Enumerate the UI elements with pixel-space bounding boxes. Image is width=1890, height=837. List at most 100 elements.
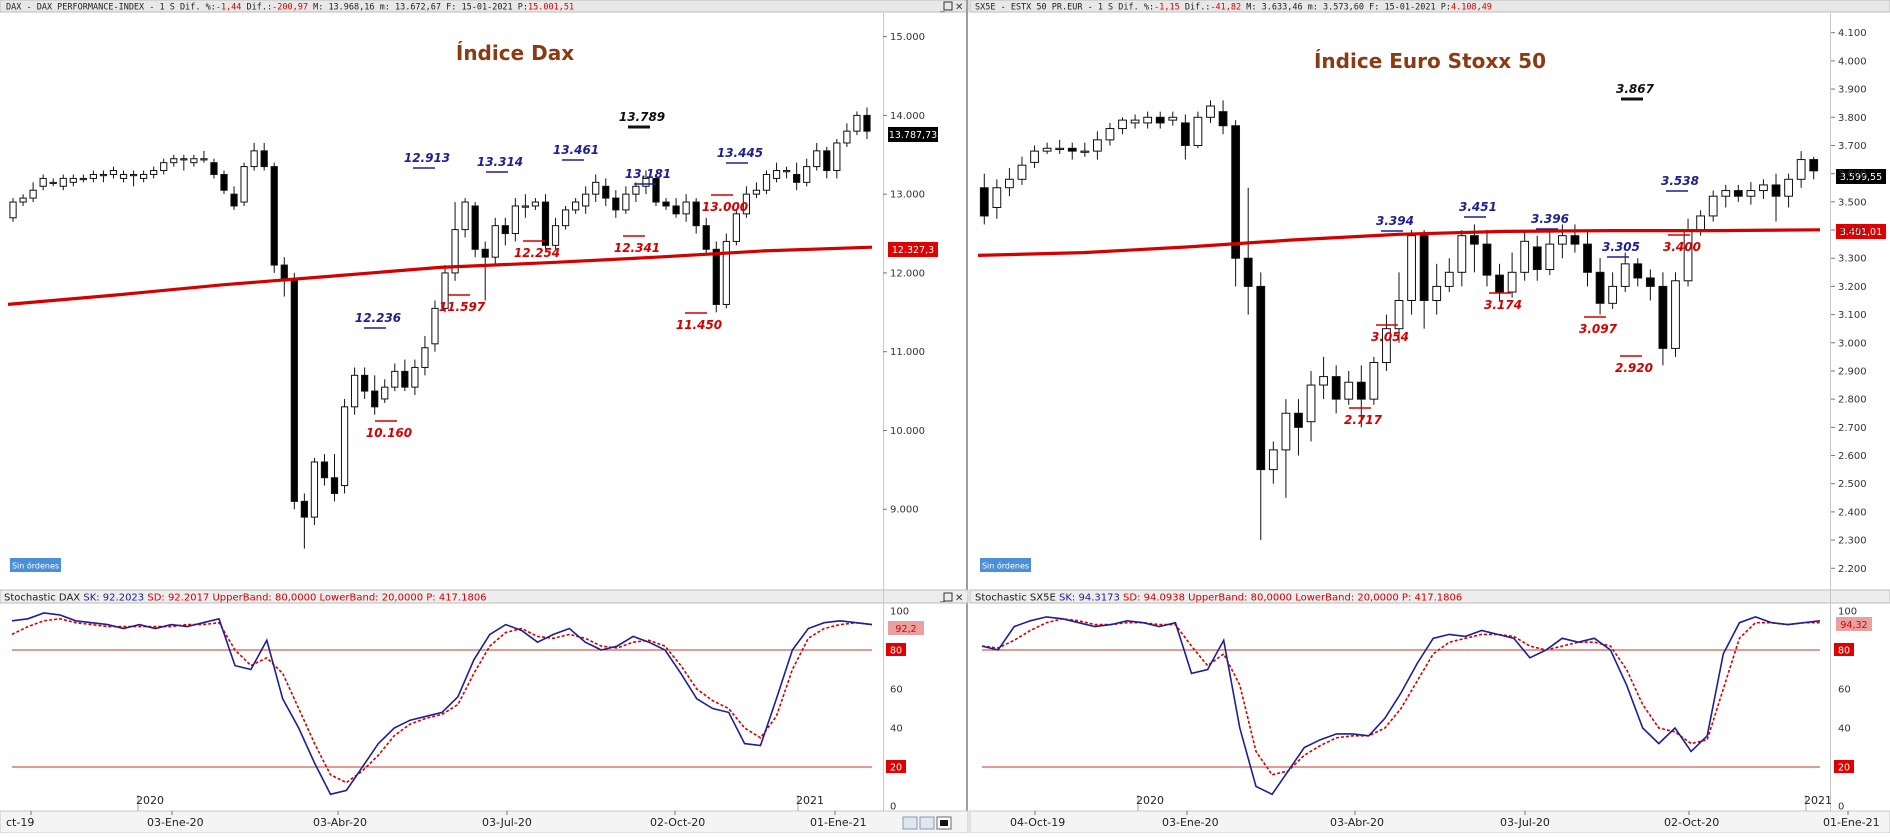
candle-up bbox=[1796, 159, 1806, 180]
dax-zoom-button[interactable] bbox=[902, 816, 918, 830]
level-annotation: 3.451 bbox=[1459, 200, 1497, 214]
candle-up bbox=[1319, 376, 1328, 386]
candle-down bbox=[652, 177, 660, 203]
y-axis-tick-label: 9.000 bbox=[890, 505, 919, 516]
sx5e-orders-badge[interactable] bbox=[980, 558, 1031, 572]
stoch-band-label: 20 bbox=[890, 763, 902, 774]
candle-up bbox=[772, 170, 781, 179]
candle-up bbox=[551, 225, 560, 246]
candle-down bbox=[1570, 235, 1580, 245]
candles-group bbox=[9, 107, 871, 549]
year-label: 2020 bbox=[1136, 794, 1164, 807]
sx5e-last-price-label: 3.599,55 bbox=[1840, 172, 1882, 183]
candle-up bbox=[1708, 195, 1718, 217]
candle-up bbox=[89, 173, 98, 179]
candle-up bbox=[992, 187, 1002, 208]
level-annotation: 13.445 bbox=[717, 146, 763, 160]
stoch-sd-line bbox=[11, 617, 873, 784]
y-axis-tick-label: 10.000 bbox=[890, 426, 925, 437]
level-annotation: 13.181 bbox=[625, 167, 671, 181]
level-annotation: 11.597 bbox=[439, 300, 486, 314]
y-axis-tick-label: 15.000 bbox=[890, 32, 925, 43]
dax-last-price-label: 13.787,73 bbox=[889, 130, 937, 141]
dax-stoch-close-icon[interactable]: ✕ bbox=[955, 593, 963, 604]
y-axis-tick-label: 11.000 bbox=[890, 347, 925, 358]
candle-up bbox=[119, 173, 128, 179]
candle-up bbox=[632, 185, 640, 195]
dax-minimize-icon[interactable]: _ bbox=[939, 3, 945, 13]
dax-ma-price-label: 12.327,3 bbox=[892, 245, 934, 256]
sx5e-time-axis bbox=[969, 810, 1890, 834]
candle-up bbox=[1281, 412, 1291, 451]
candle-up bbox=[1306, 384, 1316, 423]
candle-up bbox=[441, 272, 449, 309]
candle-up bbox=[531, 201, 540, 207]
level-annotation: 12.341 bbox=[614, 241, 660, 255]
y-axis-tick-label: 3.400 bbox=[1838, 226, 1867, 237]
dax-stoch-maximize-icon[interactable] bbox=[943, 592, 953, 602]
candle-up bbox=[762, 173, 771, 191]
candle-up bbox=[752, 189, 761, 195]
candle-up bbox=[572, 201, 580, 211]
sx5e-stoch-value-label: 94,32 bbox=[1840, 620, 1867, 631]
candle-down bbox=[270, 166, 278, 266]
x-axis-tick-label: 02-Oct-20 bbox=[1664, 816, 1719, 829]
level-annotation: 2.717 bbox=[1344, 413, 1383, 427]
y-axis-tick-label: 2.800 bbox=[1838, 395, 1867, 406]
candle-up bbox=[1721, 190, 1731, 197]
stoch-band-box bbox=[1834, 643, 1854, 656]
y-axis-tick-label: 3.600 bbox=[1838, 169, 1867, 180]
sx5e-stoch-value-box bbox=[1836, 617, 1872, 631]
candle-down bbox=[1583, 243, 1592, 273]
candle-up bbox=[1042, 147, 1052, 152]
dax-orders-label: Sin órdenes bbox=[12, 561, 59, 571]
candle-up bbox=[782, 170, 791, 173]
y-axis-tick-label: 3.200 bbox=[1838, 282, 1867, 293]
stoch-y-tick-label: 60 bbox=[1838, 685, 1851, 696]
candle-up bbox=[340, 406, 349, 487]
candle-up bbox=[170, 158, 178, 164]
dax-header-text: DAX - DAX PERFORMANCE-INDEX - 1 S Dif. %… bbox=[6, 3, 574, 13]
chart-marks: 15.000 14.000 13.000 12.000 11.000 10.000 9.00… bbox=[6, 28, 1880, 829]
candle-up bbox=[1545, 243, 1555, 270]
candle-down bbox=[1633, 263, 1643, 279]
candle-up bbox=[1118, 119, 1127, 130]
year-label: 2021 bbox=[1804, 794, 1832, 807]
candles-group bbox=[979, 100, 1819, 541]
candle-up bbox=[9, 201, 17, 219]
sx5e-last-price-box bbox=[1836, 169, 1886, 184]
candle-down bbox=[979, 187, 989, 217]
y-axis-tick-label: 2.300 bbox=[1838, 536, 1867, 547]
candle-down bbox=[662, 201, 670, 207]
candle-down bbox=[692, 201, 700, 227]
candle-up bbox=[561, 209, 570, 227]
dax-maximize-icon[interactable] bbox=[943, 1, 953, 11]
level-annotation: 13.461 bbox=[553, 143, 599, 157]
level-annotation: 3.396 bbox=[1531, 212, 1569, 226]
candle-down bbox=[1243, 257, 1253, 287]
candle-down bbox=[863, 114, 871, 132]
dax-close-icon[interactable]: ✕ bbox=[955, 2, 963, 13]
candle-up bbox=[350, 374, 359, 408]
sx5e-price-header-bar bbox=[969, 0, 1890, 13]
dax-stoch-header-bar bbox=[0, 589, 969, 604]
candle-up bbox=[250, 150, 258, 168]
candle-up bbox=[1746, 190, 1756, 197]
candle-up bbox=[1382, 328, 1391, 364]
candle-down bbox=[541, 201, 550, 246]
candle-up bbox=[853, 114, 861, 132]
dax-stoch-minimize-icon[interactable]: _ bbox=[939, 593, 945, 603]
y-axis-tick-label: 3.300 bbox=[1838, 254, 1867, 265]
candle-up bbox=[1608, 285, 1618, 304]
candle-down bbox=[1733, 190, 1743, 197]
dax-orders-badge[interactable] bbox=[10, 558, 61, 572]
level-annotation: 3.538 bbox=[1661, 174, 1699, 188]
dax-save-button[interactable] bbox=[919, 816, 935, 830]
level-annotation: 3.867 bbox=[1616, 82, 1655, 96]
level-annotation: 13.789 bbox=[619, 110, 665, 124]
level-annotation: 12.236 bbox=[355, 311, 401, 325]
level-annotation: 12.254 bbox=[514, 246, 560, 260]
dax-panel: DAX - DAX PERFORMANCE-INDEX - 1 S Dif. %… bbox=[0, 0, 969, 834]
candle-up bbox=[742, 193, 751, 215]
